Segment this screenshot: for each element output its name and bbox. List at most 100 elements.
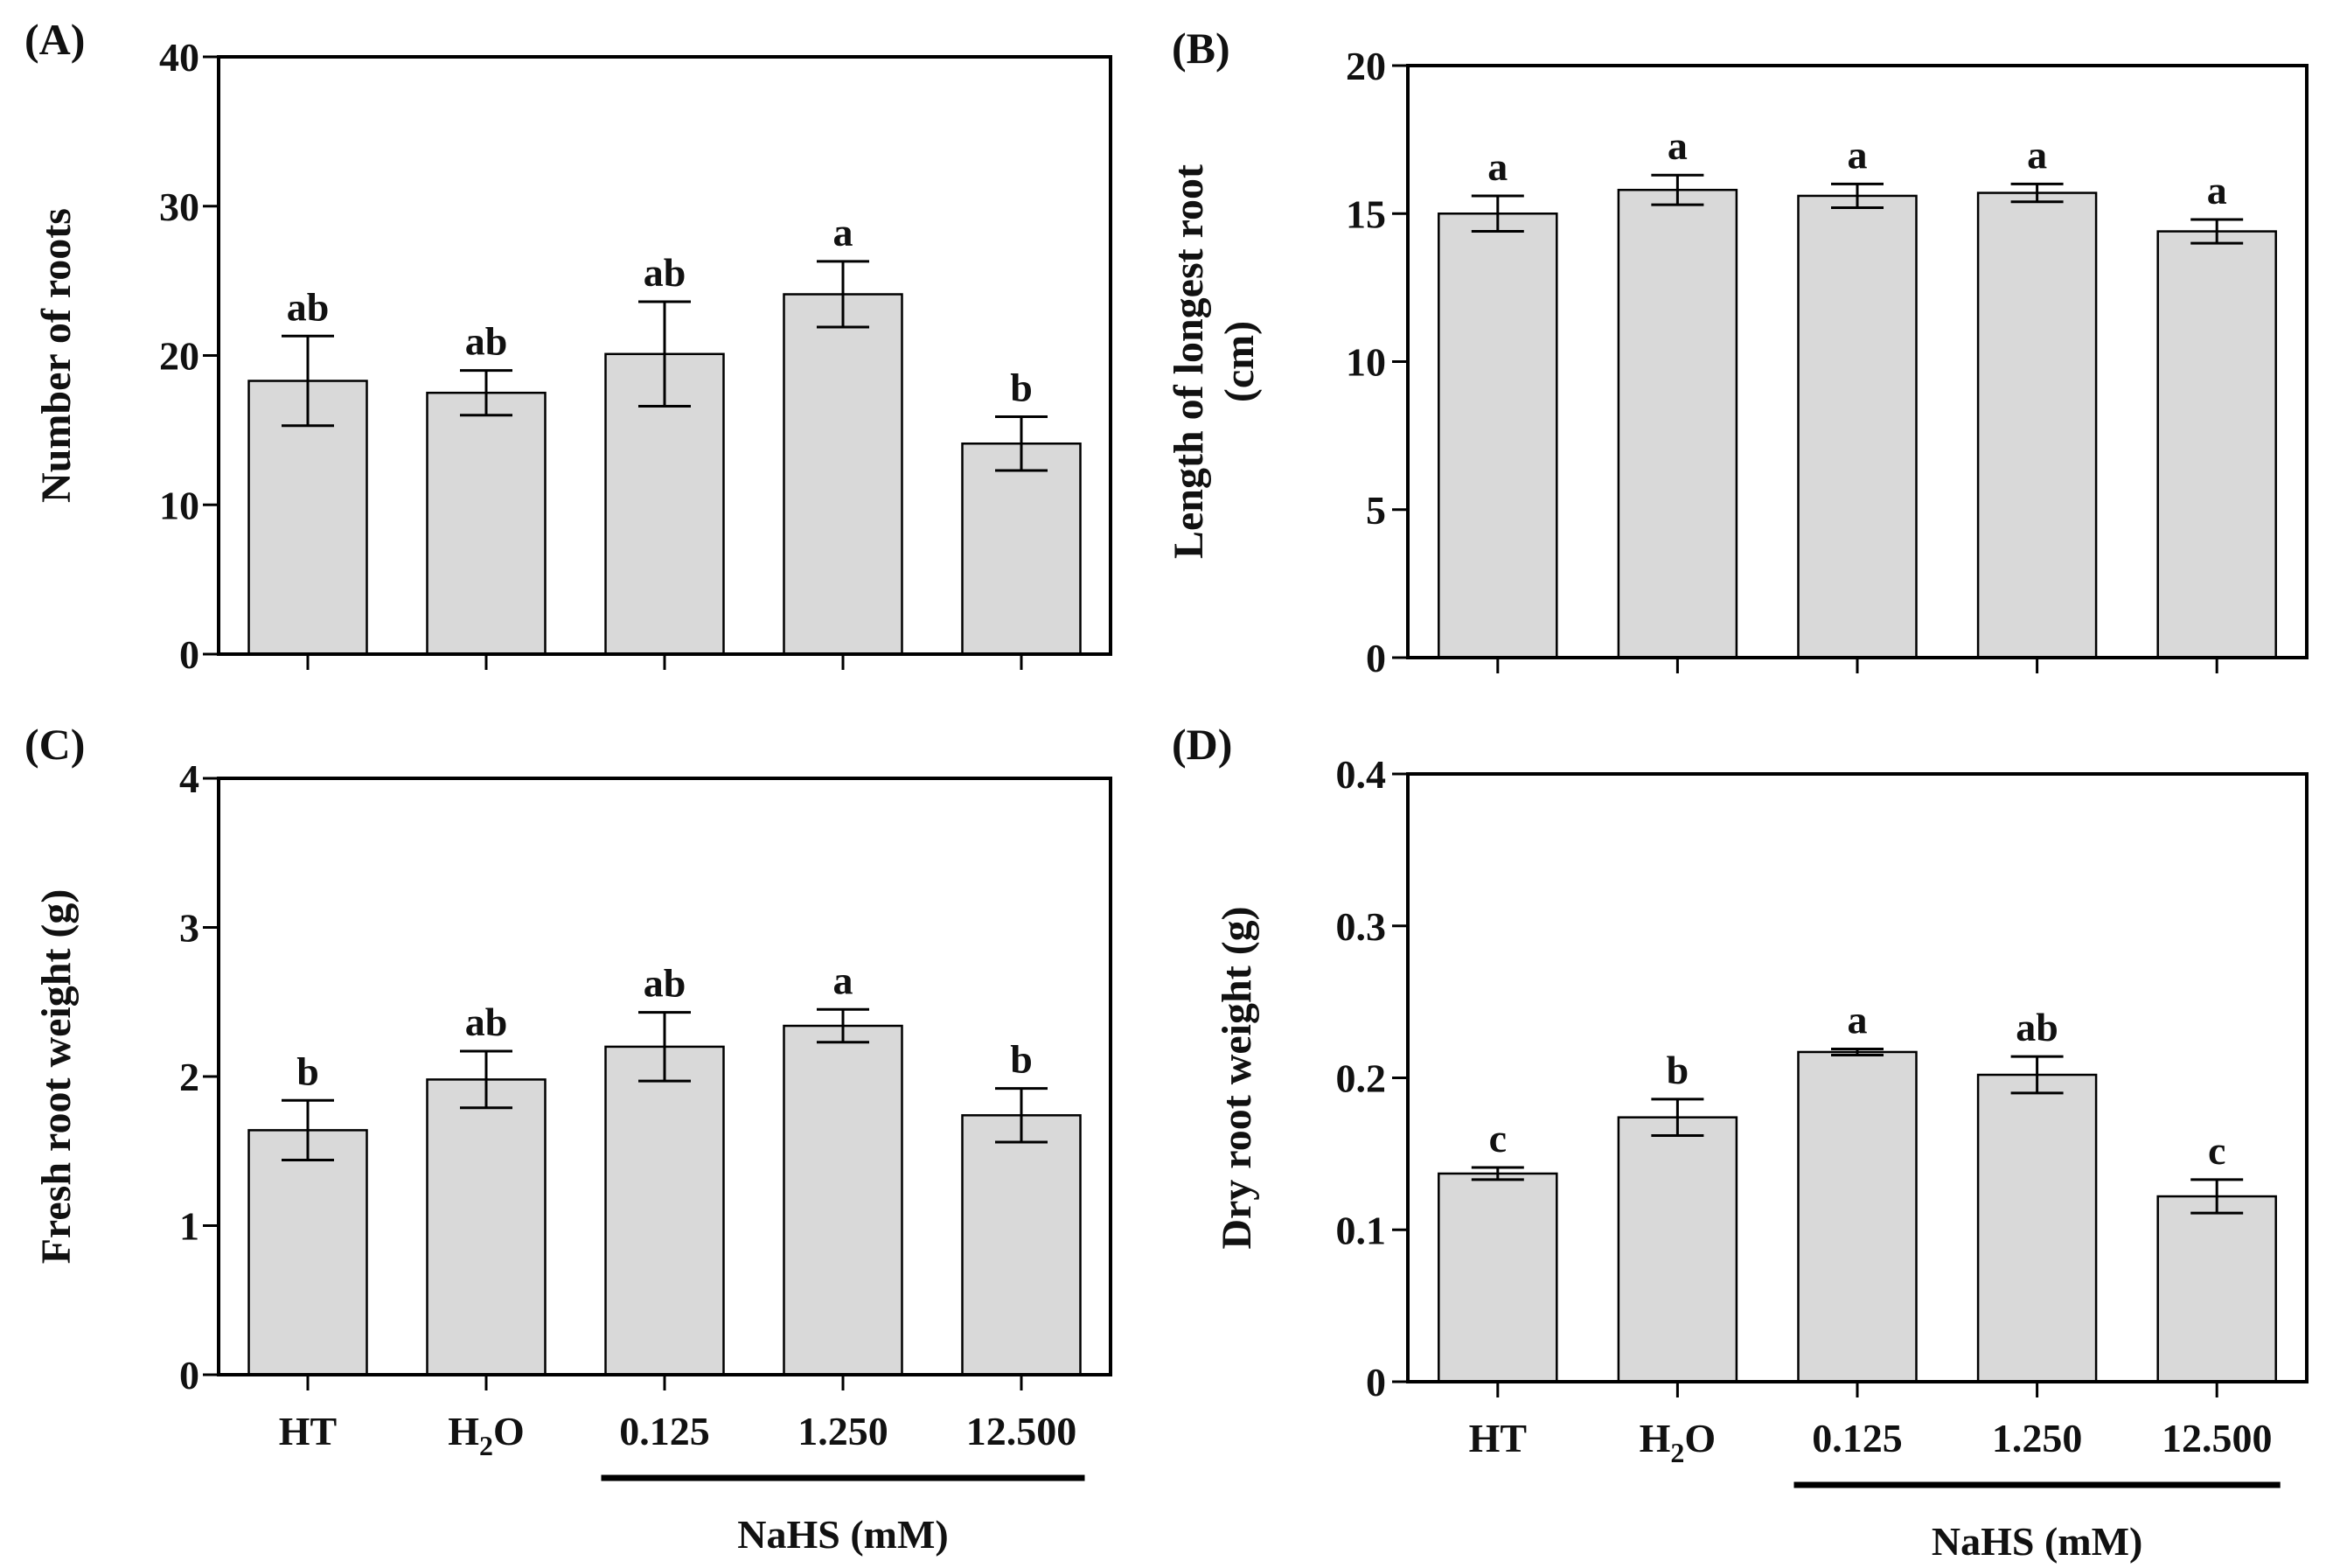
x-tick-label: HT xyxy=(279,1409,337,1453)
x-tick-label: 0.125 xyxy=(619,1409,710,1453)
y-tick-label: 10 xyxy=(1346,340,1386,385)
error-bar xyxy=(2010,1055,2064,1095)
error-bar xyxy=(2010,182,2064,204)
error-bar xyxy=(1831,182,1884,209)
significance-label: a xyxy=(833,210,853,254)
y-tick-label: 2 xyxy=(179,1055,199,1099)
significance-label: b xyxy=(1667,1048,1689,1092)
bar xyxy=(1976,1073,2098,1383)
error-bar xyxy=(1651,1098,1704,1138)
x-tick-label: H2O xyxy=(1640,1416,1717,1468)
significance-label: ab xyxy=(644,961,686,1006)
significance-label: ab xyxy=(465,319,508,364)
y-tick-label: 15 xyxy=(1346,192,1386,236)
y-tick-label: 10 xyxy=(159,483,199,527)
significance-label: ab xyxy=(287,284,330,329)
y-tick-label: 1 xyxy=(179,1204,199,1249)
y-tick-label: 0.2 xyxy=(1336,1056,1387,1101)
bar xyxy=(247,1129,368,1376)
y-tick-label: 3 xyxy=(179,906,199,951)
error-bar xyxy=(817,260,869,329)
y-tick-label: 0.4 xyxy=(1336,752,1387,797)
error-bar xyxy=(460,369,512,417)
x-tick-label: 1.250 xyxy=(797,1409,888,1453)
significance-label: a xyxy=(2207,168,2227,213)
y-axis-label: Dry root weight (g) xyxy=(1214,906,1260,1249)
bar xyxy=(961,442,1082,656)
bar xyxy=(426,1078,547,1376)
bar xyxy=(1617,188,1738,659)
error-bar xyxy=(1471,194,1524,233)
x-tick-label: 0.125 xyxy=(1812,1416,1903,1460)
panel-label: (B) xyxy=(1172,24,1230,73)
y-tick-label: 0.1 xyxy=(1336,1208,1387,1252)
significance-label: ab xyxy=(644,250,686,295)
error-bar xyxy=(282,334,334,428)
error-bar xyxy=(995,1087,1048,1144)
y-axis-label: Length of longest root xyxy=(1166,164,1212,559)
y-tick-label: 0 xyxy=(179,1353,199,1397)
bar xyxy=(604,1045,725,1376)
bar xyxy=(1438,213,1558,659)
significance-label: b xyxy=(1010,366,1033,410)
bar xyxy=(1797,1050,1918,1383)
panel-label: (D) xyxy=(1172,720,1232,769)
y-axis-unit-label: (cm) xyxy=(1216,321,1263,402)
error-bar xyxy=(638,300,691,408)
group-label: NaHS (mM) xyxy=(1932,1519,2142,1564)
x-tick-label: H2O xyxy=(448,1409,525,1461)
bar xyxy=(2156,1195,2277,1383)
significance-label: a xyxy=(1668,123,1688,168)
error-bar xyxy=(460,1049,512,1110)
x-tick-label: 12.500 xyxy=(966,1409,1077,1453)
bar xyxy=(1438,1172,1558,1383)
error-bar xyxy=(1471,1166,1524,1181)
y-tick-label: 0 xyxy=(1366,636,1386,680)
y-tick-label: 20 xyxy=(159,334,199,379)
bar xyxy=(783,1024,903,1376)
x-tick-label: 1.250 xyxy=(1992,1416,2083,1460)
bar xyxy=(1617,1116,1738,1383)
significance-label: a xyxy=(2027,132,2047,177)
y-tick-label: 5 xyxy=(1366,488,1386,533)
error-bar xyxy=(282,1098,334,1161)
significance-label: a xyxy=(1848,132,1868,177)
error-bar xyxy=(638,1011,691,1083)
panel-d: (D) c HT b H2O a 0.125 ab 1.250 c 12.500 0 0.1 0.2 0.3… xyxy=(1172,720,2309,1564)
bar xyxy=(1797,194,1918,659)
error-bar xyxy=(2190,1178,2244,1215)
significance-label: a xyxy=(1848,997,1868,1042)
x-tick-label: HT xyxy=(1469,1416,1527,1460)
error-bar xyxy=(1651,173,1704,206)
y-axis-label: Fresh root weight (g) xyxy=(33,889,80,1265)
error-bar xyxy=(1831,1047,1884,1056)
y-axis-label: Number of roots xyxy=(33,208,80,503)
bar xyxy=(961,1114,1082,1376)
y-tick-label: 0 xyxy=(179,632,199,677)
significance-label: b xyxy=(296,1049,319,1093)
group-label: NaHS (mM) xyxy=(737,1512,948,1557)
error-bar xyxy=(995,415,1048,472)
significance-label: ab xyxy=(465,1000,508,1044)
significance-label: a xyxy=(1487,144,1508,189)
error-bar xyxy=(2190,218,2244,245)
x-tick-label: 12.500 xyxy=(2162,1416,2273,1460)
panel-label: (A) xyxy=(24,15,85,64)
significance-label: a xyxy=(833,958,853,1002)
panel-b: (B) a a a a a 0 5 10 15 20 Length of longest root (c… xyxy=(1166,24,2309,680)
y-tick-label: 0 xyxy=(1366,1360,1386,1404)
panel-c: (C) b HT ab H2O ab 0.125 a 1.250 b 12.500 0 1 2 3 4 Fres… xyxy=(24,720,1112,1557)
bar xyxy=(2156,230,2277,659)
error-bar xyxy=(817,1007,869,1044)
bar xyxy=(1976,192,2098,659)
bar xyxy=(783,293,903,656)
significance-label: c xyxy=(2208,1128,2225,1173)
significance-label: b xyxy=(1010,1037,1033,1082)
y-tick-label: 0.3 xyxy=(1336,904,1387,949)
panel-label: (C) xyxy=(24,720,85,769)
y-tick-label: 20 xyxy=(1346,44,1386,88)
y-tick-label: 4 xyxy=(179,756,199,801)
y-tick-label: 40 xyxy=(159,35,199,80)
